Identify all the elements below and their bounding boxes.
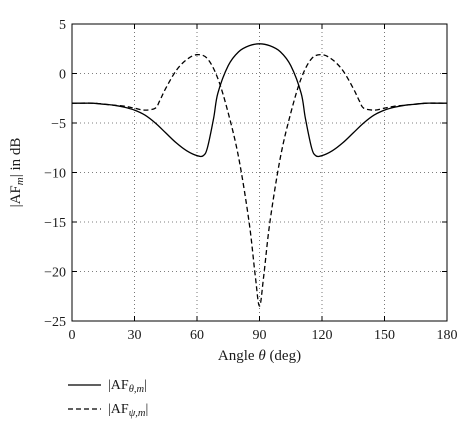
grid xyxy=(72,24,447,321)
tick-marks xyxy=(71,23,448,322)
legend-label-psi-post: | xyxy=(145,402,148,417)
x-axis-label: Angle θ (deg) xyxy=(218,348,301,364)
y-tick-label: −10 xyxy=(44,167,66,182)
series-group xyxy=(71,43,448,307)
series-line-theta xyxy=(71,43,447,158)
y-tick-label: −15 xyxy=(44,216,66,231)
legend-label-psi-sub: ψ,m xyxy=(129,408,146,419)
y-axis-label-sub: m xyxy=(14,177,26,185)
x-tick-labels: 0 30 60 90 120 150 180 xyxy=(69,328,458,343)
x-axis-label-main: Angle xyxy=(218,348,258,364)
y-tick-label: −20 xyxy=(44,266,66,281)
y-tick-label: 5 xyxy=(59,18,66,33)
x-axis-label-symbol: θ xyxy=(258,348,266,364)
y-tick-label: −5 xyxy=(51,117,66,132)
x-tick-label: 0 xyxy=(69,328,76,343)
y-axis-label: |AFm| in dB xyxy=(8,138,26,208)
y-axis-label-post: | in dB xyxy=(8,138,24,178)
legend-label-psi: |AFψ,m| xyxy=(108,402,148,419)
x-tick-label: 180 xyxy=(437,328,458,343)
legend-label-theta: |AFθ,m| xyxy=(108,378,147,395)
x-tick-label: 150 xyxy=(374,328,395,343)
y-tick-labels: 5 0 −5 −10 −15 −20 −25 xyxy=(44,18,66,330)
legend-item-theta: |AFθ,m| xyxy=(68,378,147,395)
legend: |AFθ,m| |AFψ,m| xyxy=(68,378,148,419)
x-tick-label: 90 xyxy=(253,328,267,343)
legend-item-psi: |AFψ,m| xyxy=(68,402,148,419)
x-axis-label-unit: (deg) xyxy=(266,348,301,364)
x-tick-label: 120 xyxy=(312,328,333,343)
legend-label-theta-pre: |AF xyxy=(108,378,129,393)
legend-label-theta-sub: θ,m xyxy=(129,384,145,395)
y-tick-label: 0 xyxy=(59,68,66,83)
y-axis-label-pre: |AF xyxy=(8,185,24,207)
y-tick-label: −25 xyxy=(44,315,66,330)
x-tick-label: 30 xyxy=(128,328,142,343)
legend-label-theta-post: | xyxy=(144,378,147,393)
x-tick-label: 60 xyxy=(190,328,204,343)
legend-label-psi-pre: |AF xyxy=(108,402,129,417)
series-line-psi xyxy=(71,54,448,307)
